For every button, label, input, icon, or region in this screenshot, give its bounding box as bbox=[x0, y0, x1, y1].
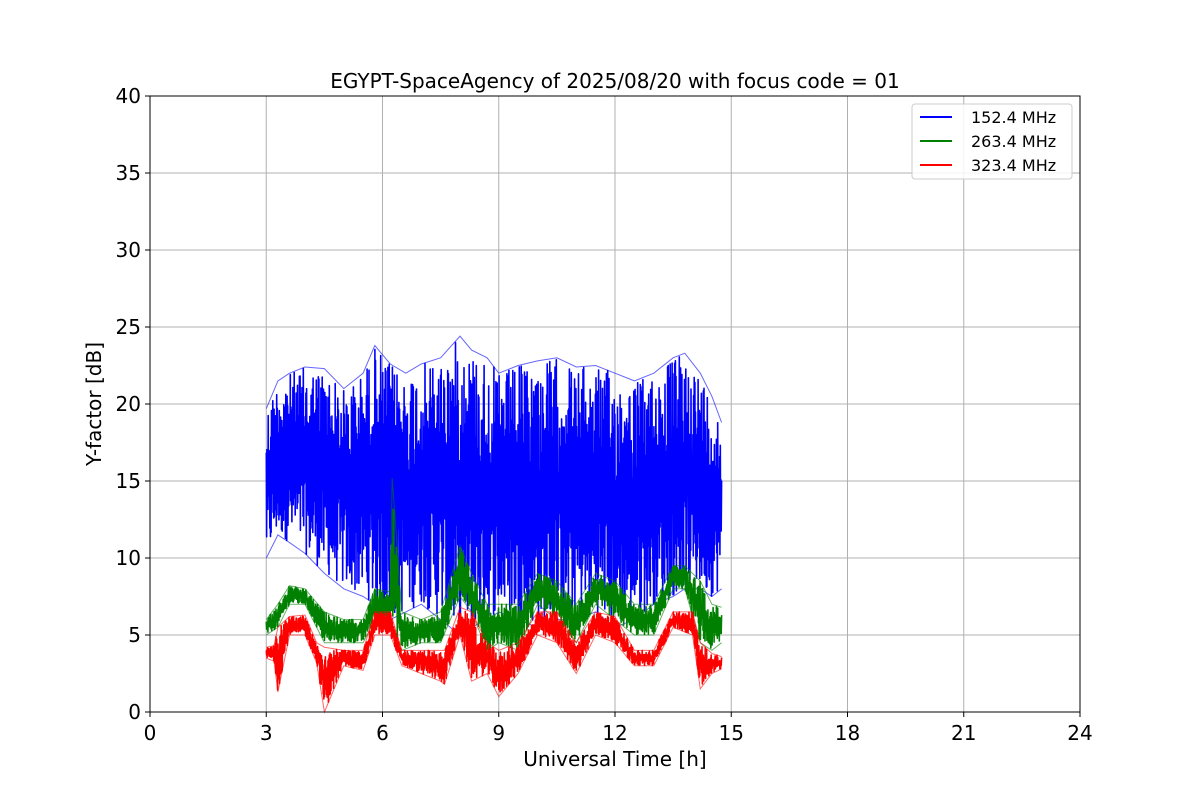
y-tick-label: 25 bbox=[116, 315, 141, 339]
series-upper-extreme bbox=[265, 335, 723, 423]
y-tick-label: 30 bbox=[116, 238, 141, 262]
x-tick-label: 15 bbox=[719, 721, 744, 745]
legend-label: 323.4 MHz bbox=[971, 156, 1056, 175]
ticks: 0 3 6 9 12 15 18 21 24 0 5 10 15 20 25 30 35 40 bbox=[116, 84, 1093, 745]
x-tick-label: 12 bbox=[602, 721, 627, 745]
legend: 152.4 MHz 263.4 MHz 323.4 MHz bbox=[911, 103, 1073, 180]
x-tick-label: 18 bbox=[835, 721, 860, 745]
x-axis-label: Universal Time [h] bbox=[523, 747, 706, 771]
series-upper-extreme bbox=[266, 606, 722, 658]
y-tick-label: 0 bbox=[128, 700, 141, 724]
x-tick-label: 24 bbox=[1067, 721, 1092, 745]
series-lower-extreme bbox=[266, 626, 722, 714]
x-tick-label: 0 bbox=[144, 721, 157, 745]
series-layer bbox=[265, 335, 723, 714]
legend-box bbox=[911, 103, 1073, 180]
series-lower-extreme bbox=[266, 588, 722, 652]
legend-label: 263.4 MHz bbox=[971, 132, 1056, 151]
x-tick-label: 9 bbox=[492, 721, 505, 745]
series-3 bbox=[265, 606, 723, 714]
y-tick-label: 15 bbox=[116, 469, 141, 493]
series-line bbox=[265, 610, 723, 703]
y-tick-label: 10 bbox=[116, 546, 141, 570]
y-tick-label: 40 bbox=[116, 84, 141, 108]
y-tick-label: 20 bbox=[116, 392, 141, 416]
y-axis-label: Y-factor [dB] bbox=[82, 342, 106, 467]
series-2 bbox=[265, 477, 723, 652]
legend-label: 152.4 MHz bbox=[971, 108, 1056, 127]
x-tick-label: 6 bbox=[376, 721, 389, 745]
x-tick-label: 21 bbox=[951, 721, 976, 745]
y-tick-label: 35 bbox=[116, 161, 141, 185]
y-tick-label: 5 bbox=[128, 623, 141, 647]
chart-title: EGYPT-SpaceAgency of 2025/08/20 with foc… bbox=[330, 69, 899, 93]
series-upper-extreme bbox=[265, 477, 722, 621]
x-tick-label: 3 bbox=[260, 721, 273, 745]
series-line bbox=[265, 508, 723, 650]
